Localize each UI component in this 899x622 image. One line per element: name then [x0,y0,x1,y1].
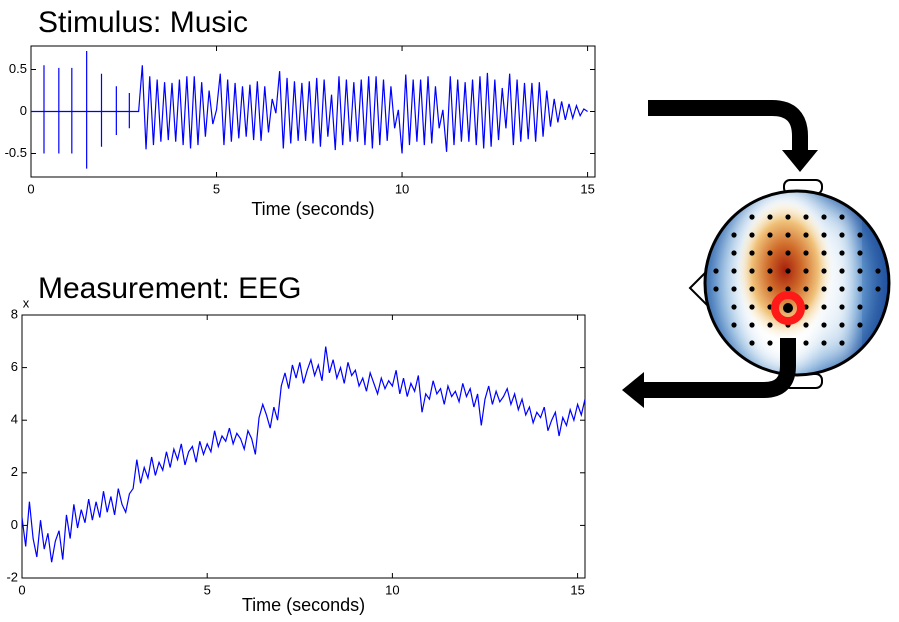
y-tick-label: 2 [11,464,18,479]
topomap [705,191,889,375]
plot-frame [21,314,586,579]
electrode [821,286,827,292]
electrode [767,250,773,256]
electrode [857,250,863,256]
x-tick-label: 0 [18,582,25,597]
x-tick-label: 15 [580,181,594,196]
electrode [767,214,773,220]
x-tick-label: 10 [395,181,409,196]
x-tick-label: 10 [385,582,399,597]
y-tick-label: 0 [20,103,27,118]
head-outline [703,189,891,377]
electrode [839,268,845,274]
electrode [839,214,845,220]
electrode [785,232,791,238]
chart-title: Stimulus: Music [38,6,248,39]
electrode [767,322,773,328]
electrode [785,250,791,256]
electrode [839,232,845,238]
x-tick-label: 0 [27,181,34,196]
electrode [821,322,827,328]
electrode [803,322,809,328]
electrode [749,250,755,256]
y-tick-label: -2 [6,569,18,584]
y-tick-label: 0.5 [9,61,27,76]
arrow-out-head [622,372,644,408]
electrode [821,304,827,310]
electrode [857,322,863,328]
arrow-out [642,338,796,398]
electrode [749,268,755,274]
electrode [803,214,809,220]
electrode [749,304,755,310]
electrode [857,232,863,238]
x-tick-label: 5 [204,582,211,597]
electrode [731,304,737,310]
electrode [803,250,809,256]
electrode [749,340,755,346]
electrode [839,286,845,292]
electrode [875,268,881,274]
electrode [785,268,791,274]
y-exponent-label: x [23,295,30,310]
electrode [767,232,773,238]
electrode [767,340,773,346]
x-axis-label: Time (seconds) [251,199,374,219]
electrode [731,286,737,292]
electrode [731,322,737,328]
electrode [821,340,827,346]
selected-electrode-dot [783,303,793,313]
y-tick-label: -0.5 [5,145,27,160]
electrode [731,250,737,256]
chart-title: Measurement: EEG [38,272,301,305]
selected-electrode [771,291,805,325]
electrode [749,322,755,328]
electrode [713,268,719,274]
y-tick-label: 4 [11,412,18,427]
x-tick-label: 5 [213,181,220,196]
electrode [821,250,827,256]
head-diagram [688,179,891,389]
electrode [857,286,863,292]
electrode [821,268,827,274]
data-line [21,346,586,563]
electrode [839,304,845,310]
electrode [731,268,737,274]
electrode [803,286,809,292]
electrode [731,232,737,238]
y-tick-label: 0 [11,517,18,532]
x-axis-label: Time (seconds) [242,595,365,615]
electrode [785,214,791,220]
electrode [785,286,791,292]
electrode [803,340,809,346]
electrode [749,286,755,292]
data-line [31,51,588,169]
electrode [713,286,719,292]
electrode [767,286,773,292]
electrode [839,250,845,256]
electrode [803,232,809,238]
arrow-in-head [782,150,818,172]
electrode [839,340,845,346]
electrode [749,232,755,238]
electrode [767,268,773,274]
x-tick-label: 15 [570,582,584,597]
electrode [749,214,755,220]
electrode [821,214,827,220]
electrode [857,304,863,310]
electrode [875,286,881,292]
y-tick-label: 6 [11,359,18,374]
electrode [821,232,827,238]
electrode [857,268,863,274]
arrow-in [648,100,808,152]
electrode [839,322,845,328]
electrode [803,268,809,274]
y-tick-label: 8 [11,306,18,321]
